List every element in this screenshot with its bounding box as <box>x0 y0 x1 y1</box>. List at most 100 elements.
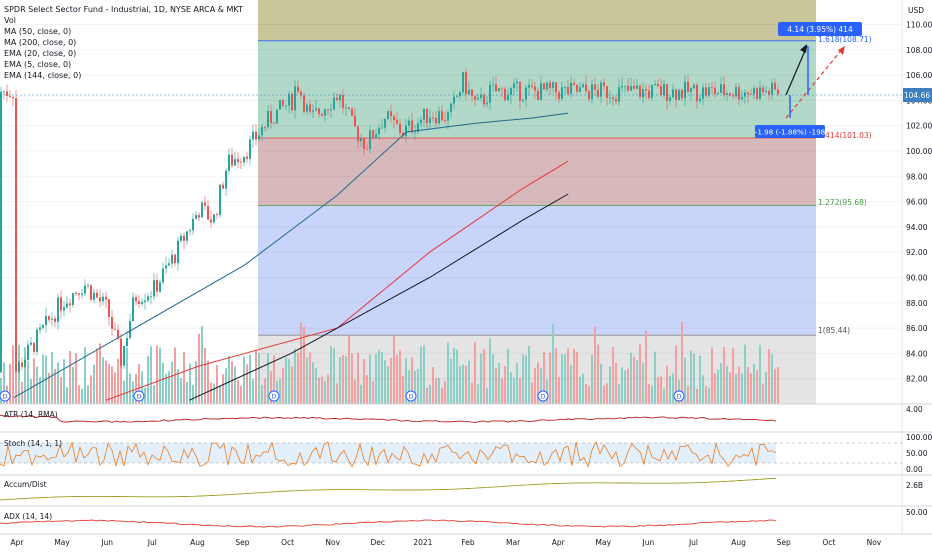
volume-bar <box>534 368 536 404</box>
dividend-letter: D <box>2 393 7 401</box>
candle <box>108 299 110 317</box>
candle <box>210 219 212 223</box>
candle <box>438 111 440 124</box>
dividend-icon[interactable] <box>673 390 685 402</box>
volume-bar <box>684 357 686 404</box>
dividend-icon[interactable] <box>537 390 549 402</box>
candle <box>183 235 185 241</box>
candle <box>681 90 683 99</box>
candle <box>750 94 752 96</box>
dividend-letter: D <box>676 393 681 401</box>
candle <box>513 83 515 89</box>
candle <box>396 120 398 124</box>
candle <box>666 84 668 101</box>
stoch-tick-0: 0.00 <box>906 465 923 474</box>
candle <box>531 85 533 87</box>
candle <box>114 328 116 330</box>
stoch-band <box>0 443 776 463</box>
volume-bar <box>9 363 11 404</box>
volume-bar <box>393 335 395 404</box>
volume-bar <box>693 353 695 404</box>
volume-bar <box>501 378 503 404</box>
volume-bar <box>765 372 767 404</box>
volume-bar <box>423 345 425 404</box>
candle <box>771 82 773 95</box>
volume-bar <box>42 354 44 404</box>
volume-bar <box>60 377 62 404</box>
volume-bar <box>396 355 398 404</box>
volume-bar <box>114 372 116 404</box>
volume-bar <box>96 348 98 404</box>
volume-bar <box>642 363 644 404</box>
candle <box>633 85 635 89</box>
price-tick: 94.00 <box>906 223 928 232</box>
candle <box>126 338 128 347</box>
volume-bar <box>672 373 674 404</box>
volume-bar <box>210 382 212 404</box>
candle <box>24 360 26 367</box>
volume-bar <box>759 344 761 404</box>
volume-bar <box>195 361 197 404</box>
volume-bar <box>498 363 500 404</box>
candle <box>768 91 770 95</box>
projection-arrows[interactable] <box>785 44 845 119</box>
candle <box>474 95 476 100</box>
candle <box>336 97 338 101</box>
price-tick: 90.00 <box>906 274 928 283</box>
candle <box>180 235 182 241</box>
volume-bar <box>150 346 152 404</box>
price-tick: 82.00 <box>906 375 928 384</box>
time-axis[interactable]: Apr May Jun Jul Aug Sep Oct Nov Dec 2021 Feb Mar Apr… <box>11 538 882 547</box>
time-tick: Sep <box>777 538 791 547</box>
time-tick: Oct <box>281 538 294 547</box>
candle <box>555 82 557 93</box>
volume-bar <box>330 346 332 404</box>
candle <box>147 296 149 301</box>
candle <box>165 265 167 269</box>
candle <box>66 303 68 308</box>
volume-bar <box>159 347 161 404</box>
dividend-icon[interactable] <box>405 390 417 402</box>
volume-bar <box>387 366 389 404</box>
candle <box>432 117 434 119</box>
dividend-icon[interactable] <box>268 390 280 402</box>
volume-bar <box>606 383 608 404</box>
time-tick: Mar <box>506 538 521 547</box>
volume-bar <box>48 372 50 404</box>
candle <box>486 102 488 105</box>
candle <box>639 85 641 98</box>
dividend-icon[interactable] <box>133 390 145 402</box>
volume-bar <box>486 388 488 404</box>
volume-bar <box>711 347 713 404</box>
stoch-tick-100: 100.00 <box>906 433 932 442</box>
candle <box>51 318 53 320</box>
volume-bar <box>732 348 734 404</box>
volume-bar <box>615 363 617 404</box>
measure-down-badge <box>755 125 825 138</box>
volume-bar <box>126 348 128 404</box>
volume-bar <box>327 374 329 404</box>
volume-bar <box>321 376 323 404</box>
volume-bar <box>621 367 623 404</box>
measure-up-badge <box>778 22 862 36</box>
volume-bar <box>351 353 353 404</box>
volume-bar <box>468 360 470 404</box>
candle <box>177 240 179 264</box>
candle <box>21 362 23 367</box>
candle <box>249 139 251 159</box>
candle <box>270 110 272 123</box>
dividend-icon[interactable] <box>0 390 11 402</box>
volume-bar <box>27 361 29 404</box>
time-tick: May <box>54 538 70 547</box>
volume-bar <box>132 381 134 404</box>
volume-bar <box>66 387 68 404</box>
candle <box>393 116 395 121</box>
volume-bar <box>402 375 404 404</box>
volume-bar <box>699 355 701 404</box>
candle <box>348 107 350 110</box>
candle <box>606 86 608 98</box>
volume-bar <box>63 359 65 404</box>
candle <box>612 97 614 99</box>
